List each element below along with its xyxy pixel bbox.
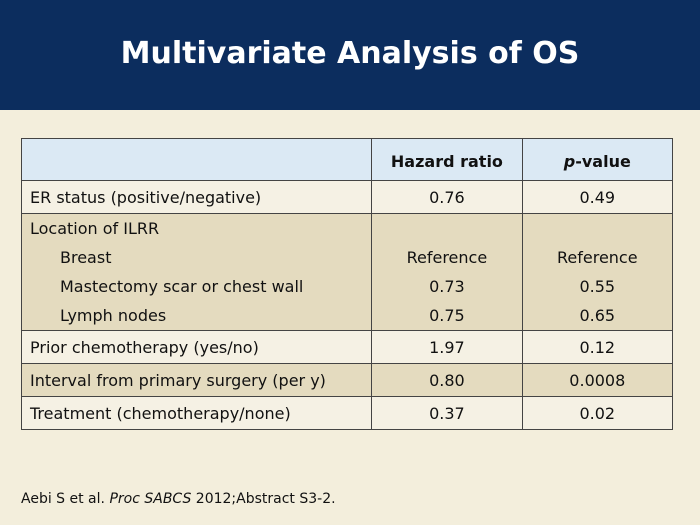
header-cell: p-value xyxy=(521,138,674,181)
sub-label: Lymph nodes xyxy=(60,306,167,325)
hr-cell: 0.37 xyxy=(371,396,523,430)
footnote: Aebi S et al. Proc SABCS 2012;Abstract S… xyxy=(21,491,336,507)
p-value: Reference xyxy=(557,248,638,267)
header-italic: p xyxy=(563,152,576,171)
hazard-ratio: 0.73 xyxy=(429,277,465,296)
label-cell: Location of ILRR Breast Mastectomy scar or… xyxy=(20,213,373,331)
row-label: ER status (positive/negative) xyxy=(30,187,262,207)
table: Hazard ratio p-value ER status (positive… xyxy=(20,138,674,430)
table-body: ER status (positive/negative) 0.76 0.49 Loc… xyxy=(20,180,674,430)
spacer xyxy=(380,214,513,243)
p-cell: 0.49 xyxy=(521,180,674,214)
p-cell: Reference 0.55 0.65 xyxy=(521,213,674,331)
authors: Aebi S et al. xyxy=(21,491,105,507)
p-value: 0.55 xyxy=(579,277,616,296)
hazard-ratio: 0.80 xyxy=(429,370,465,390)
citation: 2012;Abstract S3-2. xyxy=(195,491,336,507)
header-text: -value xyxy=(575,152,631,171)
hr-cell: 1.97 xyxy=(371,330,523,364)
hazard-ratio: Reference xyxy=(406,248,488,267)
p-value: 0.02 xyxy=(579,403,616,423)
header-cell: Hazard ratio xyxy=(371,138,523,181)
p-cell: 0.02 xyxy=(521,396,674,430)
p-value: 0.0008 xyxy=(569,370,626,390)
row: Prior chemotherapy (yes/no) 1.97 0.12 xyxy=(20,330,674,364)
label-cell: Treatment (chemotherapy/none) xyxy=(20,396,373,430)
p-value: 0.49 xyxy=(579,187,616,207)
header-cell xyxy=(20,138,373,181)
row: Location of ILRR Breast Mastectomy scar or… xyxy=(20,213,674,331)
row: Interval from primary surgery (per y) 0.8… xyxy=(20,363,674,397)
sub-label: Breast xyxy=(60,248,112,267)
row-label: Prior chemotherapy (yes/no) xyxy=(30,337,259,357)
label-cell: Prior chemotherapy (yes/no) xyxy=(20,330,373,364)
label-cell: Interval from primary surgery (per y) xyxy=(20,363,373,397)
hr-cell: 0.80 xyxy=(371,363,523,397)
hazard-ratio: 0.76 xyxy=(429,187,465,207)
title: Multivariate Analysis of OS xyxy=(120,36,580,71)
row: ER status (positive/negative) 0.76 0.49 xyxy=(20,180,674,214)
hazard-ratio: 0.37 xyxy=(429,403,465,423)
hazard-ratio: 0.75 xyxy=(429,306,465,325)
journal: Proc SABCS xyxy=(109,491,192,507)
hazard-ratio: 1.97 xyxy=(429,337,465,357)
row-label: Treatment (chemotherapy/none) xyxy=(30,403,291,423)
hr-cell: Reference 0.73 0.75 xyxy=(371,213,523,331)
p-value: 0.65 xyxy=(579,306,616,325)
header-band xyxy=(0,0,700,110)
row-label: Interval from primary surgery (per y) xyxy=(30,370,326,390)
p-cell: 0.0008 xyxy=(521,363,674,397)
header-text: Hazard ratio xyxy=(390,152,503,171)
row: Treatment (chemotherapy/none) 0.37 0.02 xyxy=(20,396,674,430)
p-cell: 0.12 xyxy=(521,330,674,364)
sub-label: Mastectomy scar or chest wall xyxy=(60,277,304,296)
p-value: 0.12 xyxy=(579,337,616,357)
group-label: Location of ILRR xyxy=(30,219,160,238)
hr-cell: 0.76 xyxy=(371,180,523,214)
label-cell: ER status (positive/negative) xyxy=(20,180,373,214)
spacer xyxy=(531,214,664,243)
